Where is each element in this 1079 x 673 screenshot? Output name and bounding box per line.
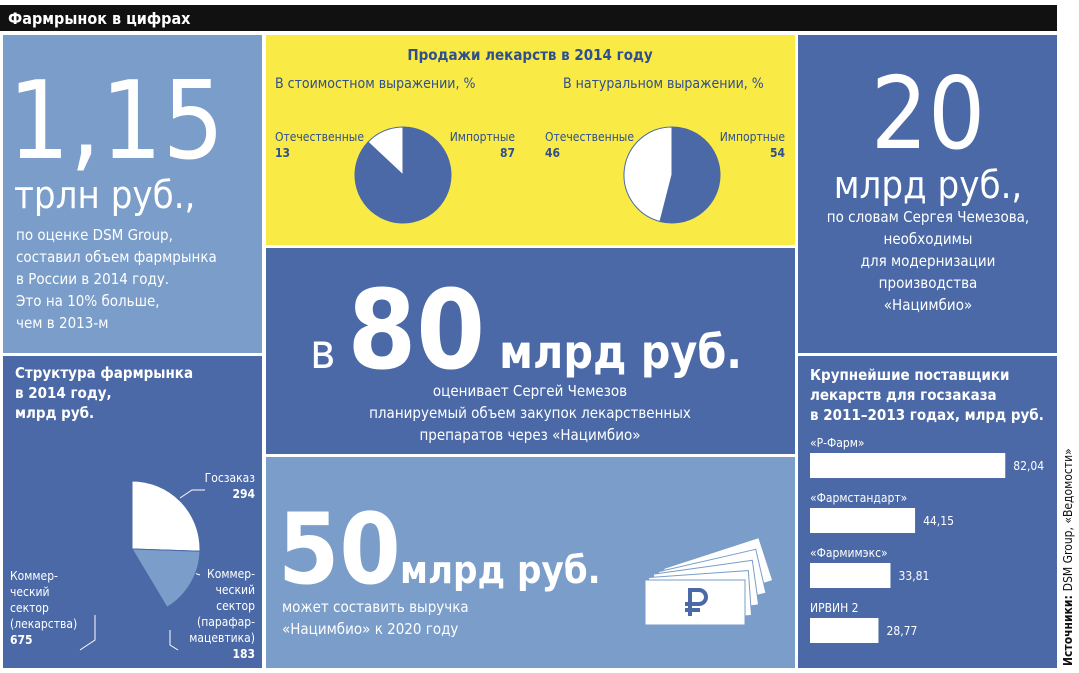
slice-value: 183 <box>232 647 255 661</box>
chart-title: Крупнейшие поставщики лекарств для госзак… <box>810 366 1044 424</box>
paragraph: может составить выручка «Нацимбио» к 2020… <box>282 598 469 638</box>
bar-value: 82,04 <box>1013 459 1044 473</box>
source-text: DSM Group, «Ведомости» <box>1061 448 1075 591</box>
bar <box>810 618 879 643</box>
bar <box>810 453 1006 478</box>
source-label: Источники: <box>1061 595 1075 666</box>
slice-value: 294 <box>232 487 255 501</box>
big-number: 80 <box>347 266 485 394</box>
panel <box>798 35 1057 353</box>
panel <box>266 35 795 245</box>
slice-label: Импортные <box>720 130 786 144</box>
slice-label: Коммер-ческий сектор (лекарства) <box>10 569 77 631</box>
unit: млрд руб. <box>499 325 742 379</box>
bar <box>810 563 891 588</box>
unit: трлн руб., <box>14 173 195 217</box>
unit: млрд руб., <box>834 163 1023 207</box>
big-number: 1,15 <box>8 59 224 184</box>
bar-category: «Фармстандарт» <box>810 491 907 505</box>
bar-value: 28,77 <box>886 624 917 638</box>
panel <box>266 248 795 454</box>
slice-label: Импортные <box>450 130 516 144</box>
bar-category: «Р-Фарм» <box>810 436 865 450</box>
slice-label: Отечественные <box>275 130 364 144</box>
bar <box>810 508 916 533</box>
chart-title: В стоимостном выражении, % <box>275 76 475 92</box>
slice-label: Коммер-ческий сектор (парафар-мацевтика) <box>189 567 255 645</box>
slice-value: 87 <box>500 146 515 160</box>
section-title: Продажи лекарств в 2014 году <box>407 46 653 64</box>
paragraph: по словам Сергея Чемезова, необходимы для … <box>827 208 1029 314</box>
pie-slice <box>131 480 201 552</box>
bar-value: 44,15 <box>923 514 954 528</box>
paragraph: по оценке DSM Group, составил объем фармр… <box>16 226 217 332</box>
source: Источники: DSM Group, «Ведомости» <box>1061 448 1075 666</box>
header-bar <box>0 5 1057 31</box>
big-number: 50 <box>278 493 401 607</box>
pie-slice <box>63 480 168 618</box>
header-title: Фармрынок в цифрах <box>8 9 191 28</box>
pie-slice <box>659 126 721 224</box>
slice-value: 46 <box>545 146 560 160</box>
pie-slice <box>623 126 673 223</box>
slice-label: Госзаказ <box>205 471 256 485</box>
bar-category: «Фармимэкс» <box>810 546 888 560</box>
headline: в 80 млрд руб. <box>310 266 742 394</box>
bar-value: 33,81 <box>898 569 929 583</box>
pie-slice <box>354 126 452 224</box>
slice-label: Отечественные <box>545 130 634 144</box>
slice-value: 13 <box>275 146 290 160</box>
bar-category: ИРВИН 2 <box>810 601 858 615</box>
slice-value: 54 <box>770 146 786 160</box>
paragraph: оценивает Сергей Чемезов планируемый объе… <box>369 382 691 444</box>
prefix: в <box>310 324 335 380</box>
banknote-icon <box>644 536 774 626</box>
chart-title: Структура фармрынка в 2014 году, млрд руб. <box>15 364 193 422</box>
panel <box>3 35 262 353</box>
slice-value: 675 <box>10 633 33 647</box>
chart-title: В натуральном выражении, % <box>563 76 764 92</box>
big-number: 20 <box>871 55 985 172</box>
pie-slice <box>131 548 201 609</box>
unit: млрд руб. <box>400 548 601 592</box>
